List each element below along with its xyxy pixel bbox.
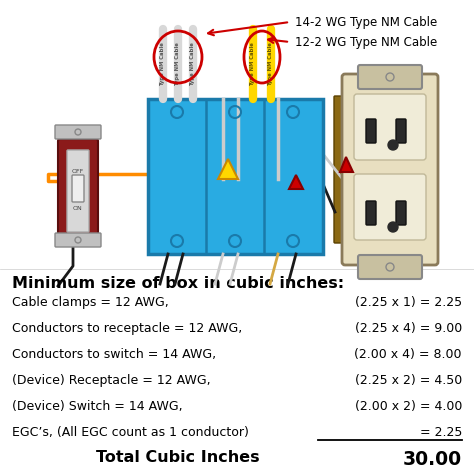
Text: (Device) Receptacle = 12 AWG,: (Device) Receptacle = 12 AWG, [12,374,210,387]
Text: (2.00 x 4) = 8.00: (2.00 x 4) = 8.00 [355,348,462,361]
Text: OFF: OFF [72,168,84,173]
Text: (Device) Switch = 14 AWG,: (Device) Switch = 14 AWG, [12,400,182,413]
Text: ON: ON [73,206,83,210]
FancyBboxPatch shape [342,74,438,265]
FancyBboxPatch shape [354,94,426,160]
Text: Conductors to switch = 14 AWG,: Conductors to switch = 14 AWG, [12,348,216,361]
FancyBboxPatch shape [396,119,406,143]
FancyBboxPatch shape [148,99,323,254]
Text: = 2.25: = 2.25 [419,426,462,439]
FancyBboxPatch shape [334,96,351,243]
Text: Cable clamps = 12 AWG,: Cable clamps = 12 AWG, [12,296,169,309]
FancyBboxPatch shape [58,139,98,243]
FancyBboxPatch shape [72,175,84,202]
FancyBboxPatch shape [396,201,406,225]
Polygon shape [340,157,353,172]
Circle shape [388,140,398,150]
FancyBboxPatch shape [55,125,101,139]
Text: Conductors to receptacle = 12 AWG,: Conductors to receptacle = 12 AWG, [12,322,242,335]
Text: Type NM Cable: Type NM Cable [161,42,165,86]
Text: Type NM Cable: Type NM Cable [268,42,273,86]
Text: Type NM Cable: Type NM Cable [250,42,255,86]
Polygon shape [289,175,303,189]
Text: 12-2 WG Type NM Cable: 12-2 WG Type NM Cable [295,36,437,48]
Text: 30.00: 30.00 [403,450,462,469]
FancyBboxPatch shape [67,150,89,232]
Text: (2.25 x 2) = 4.50: (2.25 x 2) = 4.50 [355,374,462,387]
Text: (2.25 x 4) = 9.00: (2.25 x 4) = 9.00 [355,322,462,335]
Text: Type NM Cable: Type NM Cable [175,42,181,86]
Polygon shape [218,159,238,179]
FancyBboxPatch shape [366,119,376,143]
FancyBboxPatch shape [366,201,376,225]
Circle shape [388,222,398,232]
FancyBboxPatch shape [55,233,101,247]
Text: (2.00 x 2) = 4.00: (2.00 x 2) = 4.00 [355,400,462,413]
Text: Minimum size of box in cubic inches:: Minimum size of box in cubic inches: [12,276,344,291]
FancyBboxPatch shape [358,65,422,89]
Text: EGC’s, (All EGC count as 1 conductor): EGC’s, (All EGC count as 1 conductor) [12,426,249,439]
Text: (2.25 x 1) = 2.25: (2.25 x 1) = 2.25 [355,296,462,309]
Text: Type NM Cable: Type NM Cable [191,42,195,86]
FancyBboxPatch shape [354,174,426,240]
Text: 14-2 WG Type NM Cable: 14-2 WG Type NM Cable [295,16,437,28]
Text: Total Cubic Inches: Total Cubic Inches [96,450,260,465]
FancyBboxPatch shape [358,255,422,279]
